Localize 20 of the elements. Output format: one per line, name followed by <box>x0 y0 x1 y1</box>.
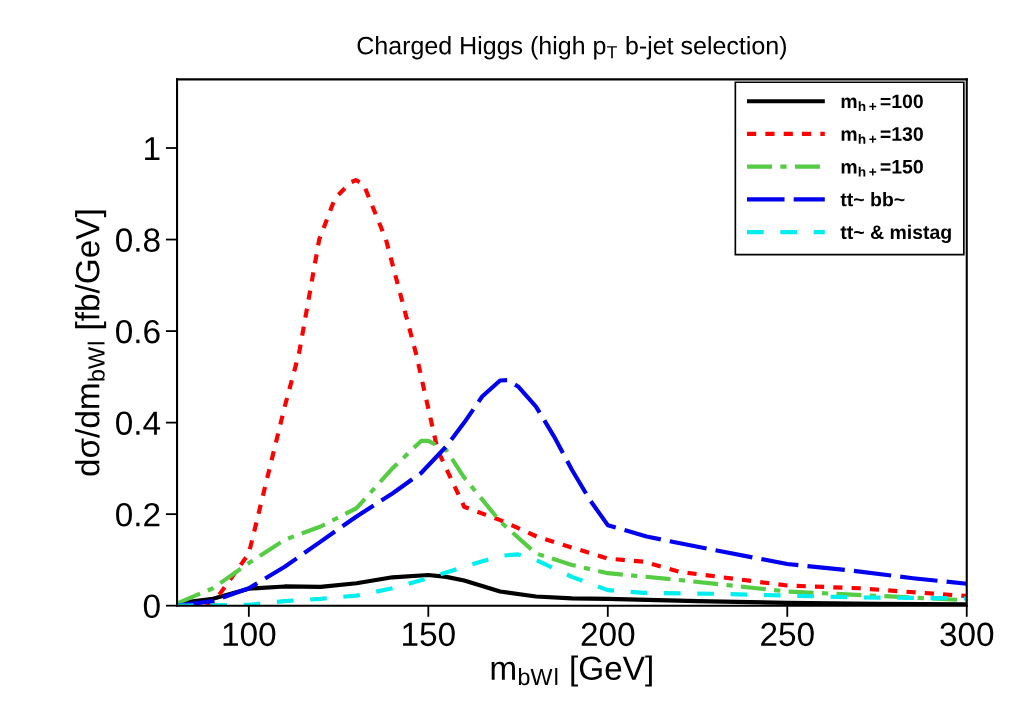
y-tick-label: 0 <box>143 594 160 619</box>
y-tick-label: 0.2 <box>116 502 160 527</box>
legend-label: tt~ bb~ <box>840 192 905 207</box>
x-axis-title: m$_{bWl}$ [GeV] <box>491 655 652 687</box>
y-tick-label: 0.4 <box>116 411 161 436</box>
legend-label: tt~ & mistag <box>840 224 951 243</box>
y-tick-label: 0.8 <box>116 228 160 252</box>
y-axis-title: dσ/dm$_{bWl}$ [fb/GeV] <box>75 210 107 476</box>
x-tick-label: 100 <box>223 622 276 647</box>
legend-label: m$_{h+}$=130 <box>841 127 923 144</box>
legend-label: m$_{h+}$=150 <box>841 159 923 177</box>
x-tick-label: 250 <box>761 622 814 647</box>
y-tick-label: 0.6 <box>116 319 160 344</box>
x-tick-label: 150 <box>403 622 455 647</box>
chart-title: Charged Higgs (high p$_{T}$ b-jet selection) <box>357 36 786 60</box>
x-tick-label: 200 <box>581 622 635 647</box>
line-series <box>203 177 967 606</box>
legend-label: m$_{h+}$=100 <box>841 94 923 112</box>
y-tick-label: 1 <box>145 137 160 161</box>
x-tick-label: 300 <box>940 622 994 647</box>
